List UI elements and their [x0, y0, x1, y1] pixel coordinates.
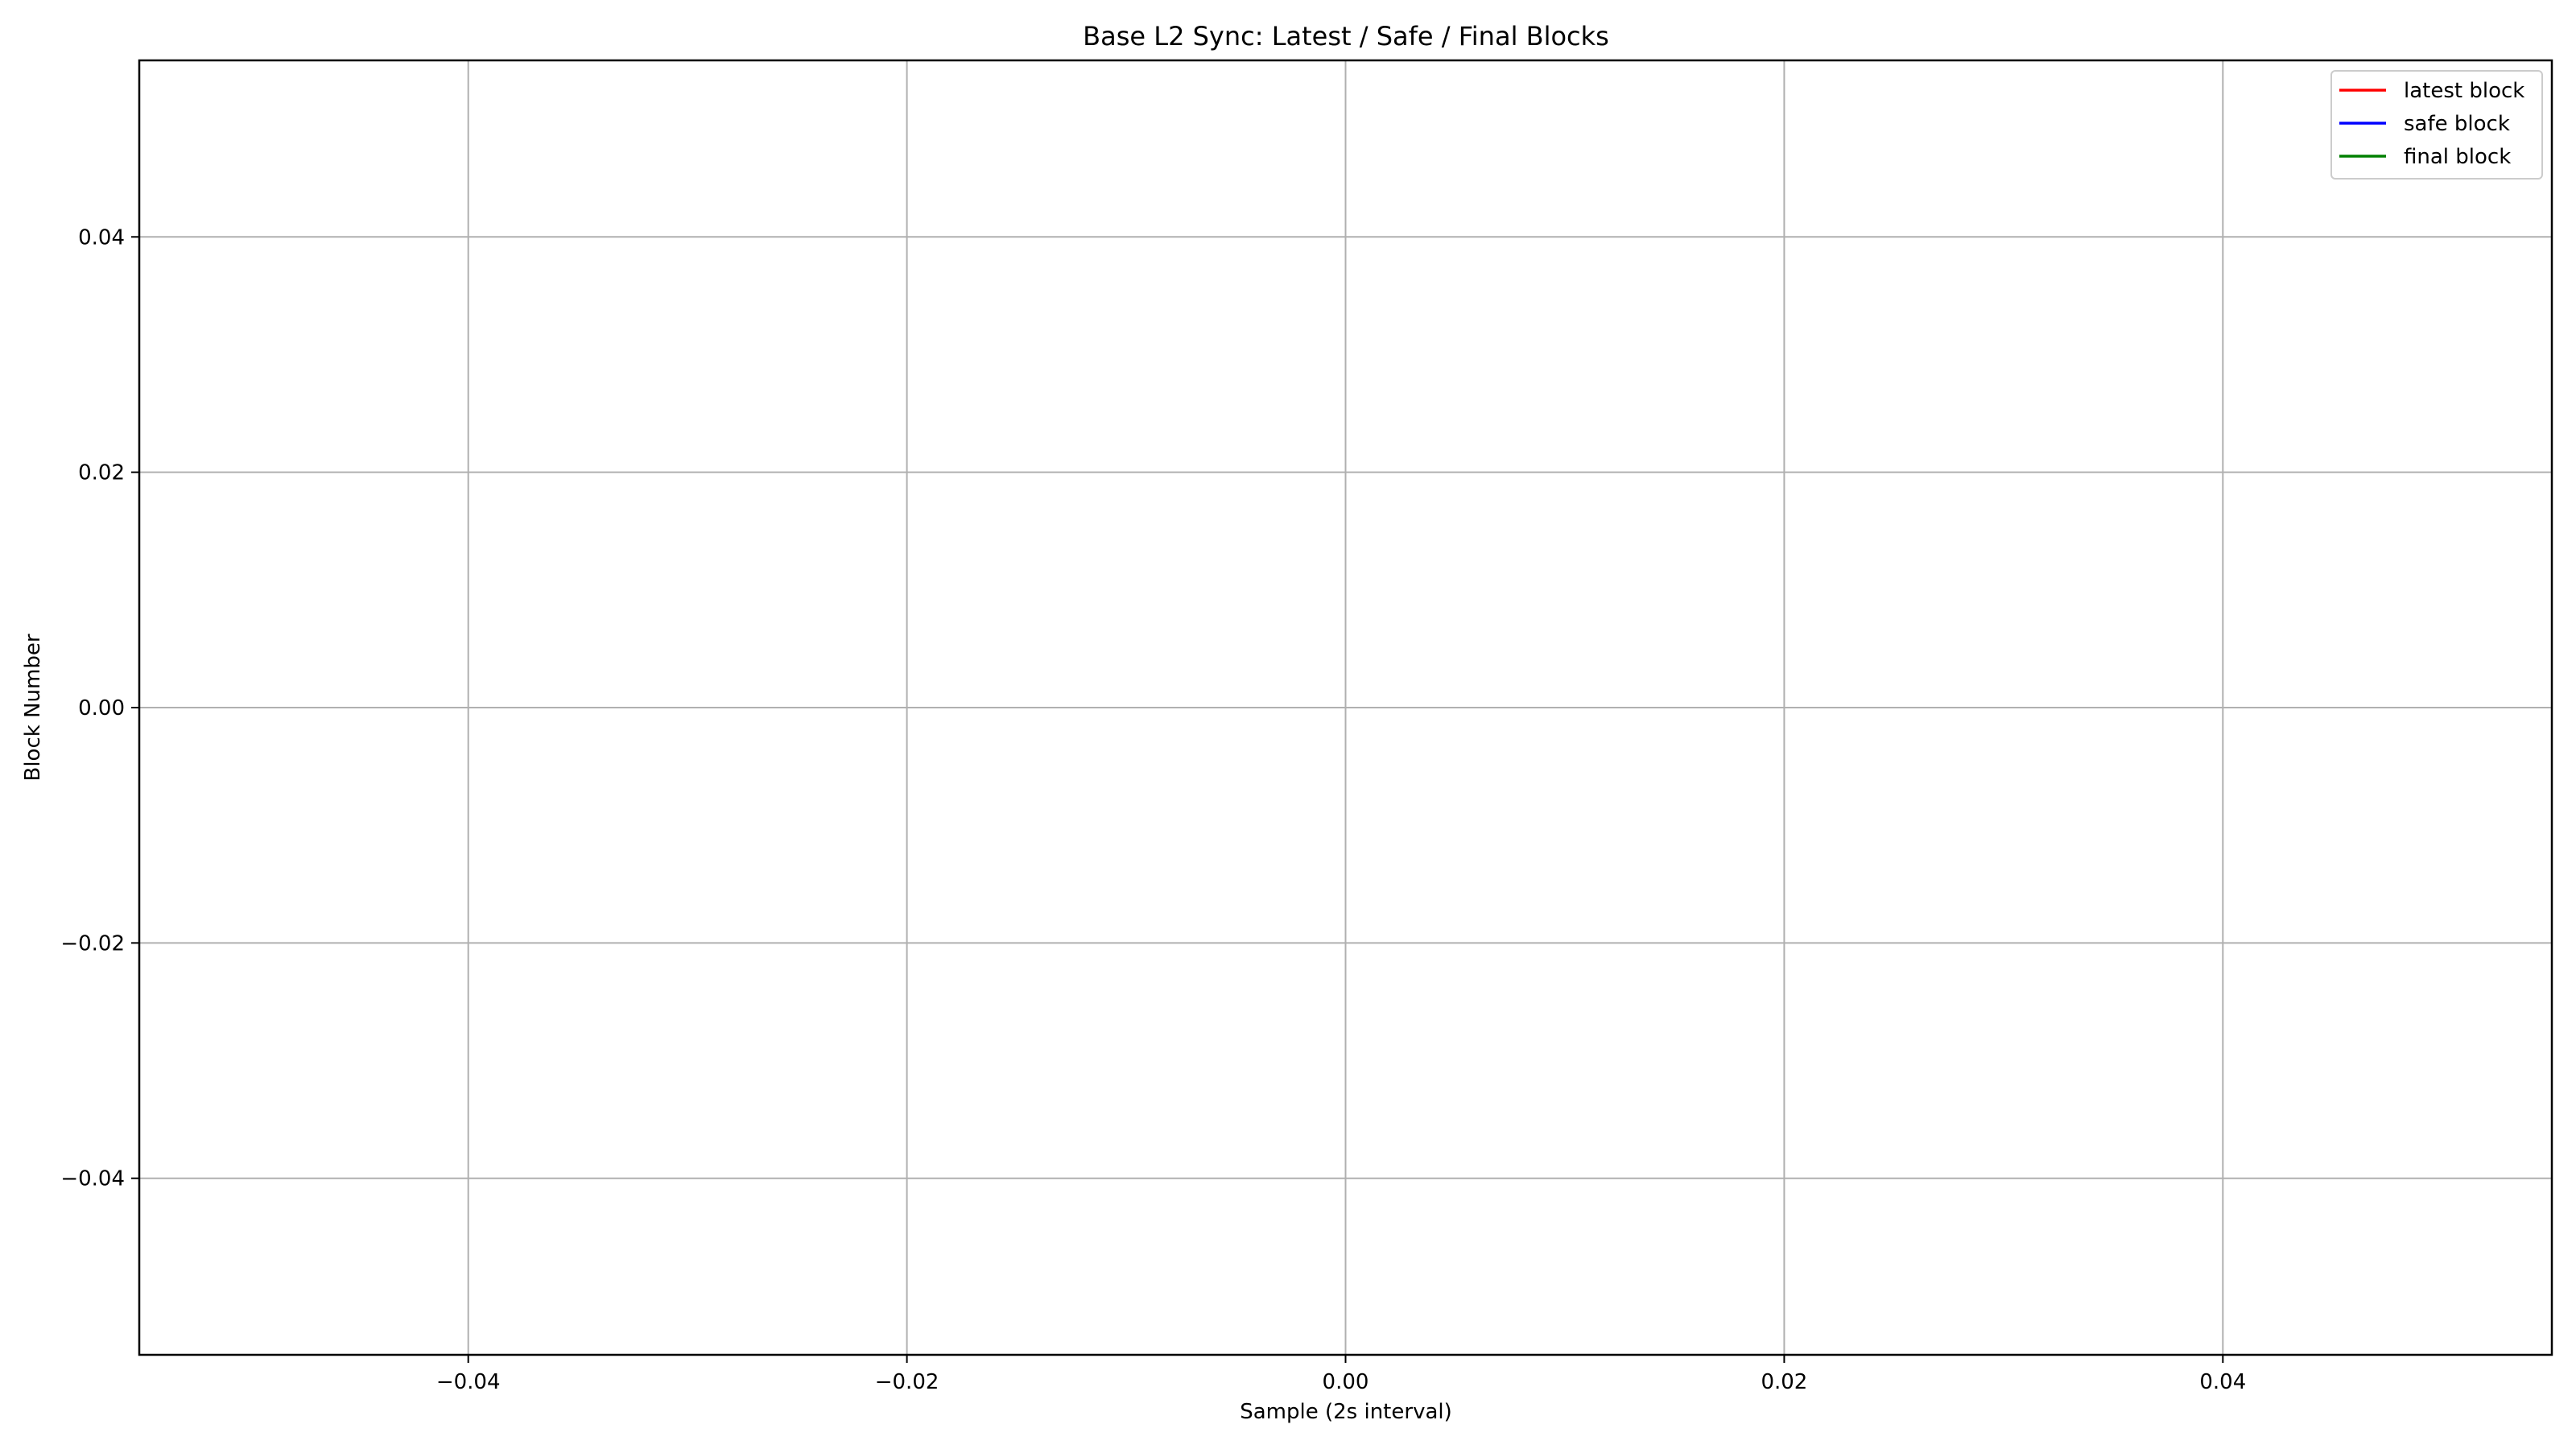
legend-entries: latest block safe block final block	[2339, 79, 2524, 169]
y-tick-label: 0.00	[78, 696, 125, 720]
x-tick-label: −0.02	[875, 1370, 939, 1394]
legend-label: final block	[2404, 145, 2511, 169]
x-tick-label: 0.00	[1323, 1370, 1369, 1394]
legend-label: latest block	[2404, 79, 2524, 103]
y-axis-label: Block Number	[21, 634, 45, 781]
legend-frame	[2330, 70, 2543, 180]
x-tick-label: −0.04	[436, 1370, 501, 1394]
legend-entry: safe block	[2339, 112, 2510, 136]
chart-title: Base L2 Sync: Latest / Safe / Final Bloc…	[1083, 21, 1609, 52]
legend-entry: latest block	[2339, 79, 2524, 103]
plot-area	[138, 59, 2553, 1356]
legend-entry: final block	[2339, 145, 2511, 169]
x-tick-label: 0.04	[2199, 1370, 2246, 1394]
x-axis-label: Sample (2s interval)	[1240, 1400, 1452, 1424]
y-tick-label: −0.02	[60, 931, 125, 956]
legend: latest block safe block final block	[2330, 70, 2543, 180]
y-tick-label: −0.04	[60, 1167, 125, 1191]
x-tick-label: 0.02	[1761, 1370, 1807, 1394]
y-axis: −0.04 −0.02 0.00 0.02 0.04	[60, 225, 139, 1191]
y-tick-label: 0.02	[78, 461, 125, 485]
y-tick-label: 0.04	[78, 225, 125, 250]
x-axis: −0.04 −0.02 0.00 0.02 0.04	[436, 1355, 2246, 1394]
legend-label: safe block	[2404, 112, 2510, 136]
y-gridlines	[139, 236, 2552, 1179]
